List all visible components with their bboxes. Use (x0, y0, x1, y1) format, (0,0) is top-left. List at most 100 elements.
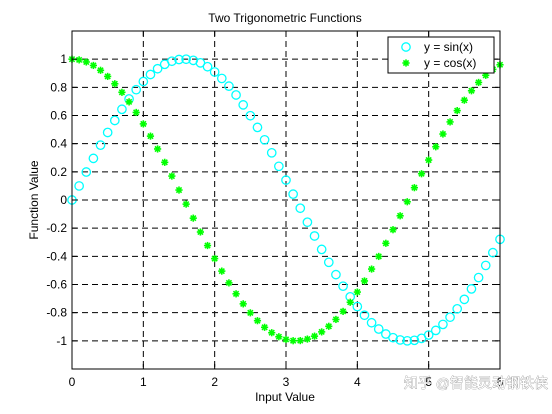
data-point-sin (224, 81, 234, 91)
legend-label-sin: y = sin(x) (424, 40, 473, 54)
data-point-cos (182, 200, 190, 208)
data-point-sin (466, 284, 477, 294)
data-point-sin (388, 332, 398, 343)
data-point-cos (154, 145, 162, 153)
data-point-sin (117, 104, 127, 115)
x-tick-label: 5 (425, 375, 432, 389)
data-point-cos (417, 170, 426, 178)
data-point-cos (211, 255, 219, 263)
data-point-sin (216, 73, 227, 84)
data-point-sin (252, 122, 263, 133)
x-axis-ticks: 0 1 2 3 4 5 6 (69, 31, 504, 389)
data-point-cos (275, 333, 283, 341)
data-point-sin (102, 127, 113, 138)
data-point-sin (302, 217, 313, 228)
data-point-cos (389, 226, 397, 234)
data-point-sin (459, 294, 470, 305)
data-point-cos (353, 288, 361, 296)
data-point-cos (439, 130, 447, 138)
legend: y = sin(x) y = cos(x) (387, 36, 495, 74)
data-point-cos (446, 118, 454, 126)
data-point-cos (111, 80, 119, 88)
data-point-cos (139, 120, 147, 128)
y-tick-label: 0.6 (50, 109, 67, 123)
x-tick-label: 0 (69, 375, 76, 389)
data-point-sin (409, 335, 420, 346)
data-point-cos (96, 66, 105, 74)
data-point-sin (338, 281, 348, 292)
data-point-cos (82, 58, 90, 66)
series-sin (67, 54, 505, 346)
data-point-cos (410, 184, 418, 192)
data-point-cos (303, 335, 311, 343)
y-tick-label: -0.2 (46, 221, 67, 235)
y-tick-label: -0.6 (46, 278, 67, 292)
data-point-sin (145, 69, 156, 80)
data-point-cos (432, 143, 440, 151)
data-point-sin (238, 100, 249, 110)
data-point-cos (375, 252, 383, 261)
data-point-sin (423, 330, 434, 340)
data-point-sin (323, 257, 334, 268)
data-point-sin (202, 61, 213, 72)
data-point-cos (332, 315, 340, 324)
data-point-sin (430, 325, 441, 336)
x-tick-label: 4 (354, 375, 361, 389)
data-point-sin (74, 181, 84, 191)
data-point-sin (402, 335, 413, 346)
data-point-sin (331, 269, 341, 280)
data-point-cos (289, 337, 297, 345)
y-tick-label: 0.4 (50, 137, 67, 151)
data-point-cos (475, 78, 483, 87)
data-point-cos (339, 307, 347, 315)
data-point-sin (274, 161, 284, 172)
data-point-cos (104, 72, 112, 81)
data-point-cos (318, 328, 326, 336)
data-point-cos (396, 212, 404, 220)
y-tick-label: -0.8 (46, 306, 67, 320)
legend-marker-cos (402, 59, 410, 67)
data-point-sin (316, 244, 327, 255)
watermark: 知乎 @智能灵动钢铁侠 (404, 375, 548, 391)
data-point-sin (452, 303, 463, 314)
data-point-cos (482, 71, 490, 79)
data-point-cos (175, 186, 183, 194)
data-point-cos (460, 96, 468, 104)
data-point-cos (360, 277, 369, 285)
data-point-sin (309, 231, 320, 241)
data-point-sin (152, 63, 163, 74)
data-point-sin (488, 247, 498, 258)
data-point-cos (125, 98, 133, 106)
data-point-cos (75, 56, 83, 64)
y-axis-ticks: -1 -0.8 -0.6 -0.4 -0.2 0 0.2 0.4 0.6 0.8 1 (46, 52, 500, 348)
legend-asterisk-icon (402, 59, 410, 67)
data-point-sin (295, 203, 306, 214)
data-point-sin (245, 110, 256, 121)
data-point-cos (467, 87, 476, 95)
data-point-cos (310, 332, 319, 340)
x-tick-label: 1 (140, 375, 147, 389)
y-tick-label: 0.2 (50, 165, 67, 179)
y-tick-label: -0.4 (46, 249, 67, 263)
data-point-cos (346, 298, 354, 306)
data-point-cos (218, 267, 226, 275)
data-point-sin (109, 115, 120, 126)
data-point-cos (403, 198, 411, 206)
data-point-cos (268, 329, 276, 337)
y-tick-label: 1 (60, 52, 67, 66)
data-point-sin (88, 153, 99, 164)
data-point-sin (373, 324, 384, 334)
legend-label-cos: y = cos(x) (424, 56, 476, 70)
data-point-sin (95, 140, 106, 151)
data-point-sin (281, 175, 291, 185)
data-point-sin (359, 310, 370, 321)
data-point-sin (266, 147, 277, 158)
data-point-cos (196, 228, 204, 236)
data-point-sin (209, 67, 220, 77)
data-point-cos (325, 322, 333, 330)
data-point-sin (473, 272, 484, 283)
data-point-sin (445, 312, 455, 323)
legend-marker-sin (401, 42, 411, 52)
data-point-sin (366, 317, 377, 328)
